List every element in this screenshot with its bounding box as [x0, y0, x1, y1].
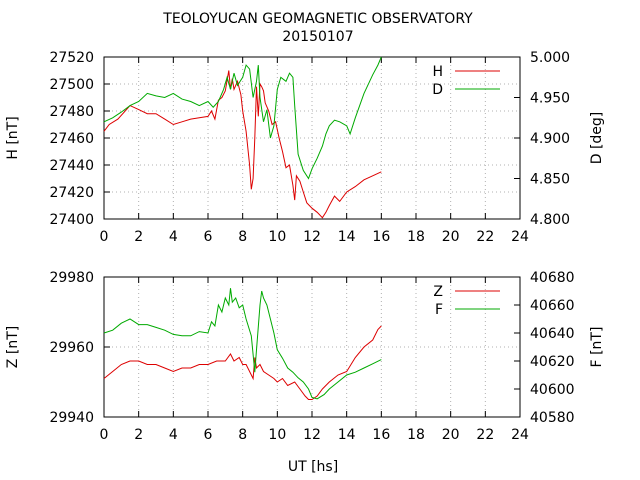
legend-label-z: Z: [433, 284, 443, 300]
y-left-tick-label: 27460: [49, 131, 94, 147]
x-tick-label: 6: [204, 427, 213, 443]
x-tick-label: 14: [338, 229, 356, 245]
x-tick-label: 14: [338, 427, 356, 443]
x-tick-label: 12: [303, 427, 321, 443]
x-tick-label: 20: [442, 427, 460, 443]
x-tick-label: 16: [372, 427, 390, 443]
y-left-tick-label: 27440: [49, 158, 94, 174]
y-right-tick-label: 40640: [530, 326, 575, 342]
legend-label-h: H: [432, 64, 443, 80]
y-right-tick-label: 4.950: [530, 91, 570, 107]
y-right-tick-label: 40580: [530, 410, 575, 426]
y-left-tick-label: 27520: [49, 50, 94, 66]
x-tick-label: 8: [238, 229, 247, 245]
x-tick-label: 24: [511, 427, 529, 443]
x-tick-label: 2: [134, 229, 143, 245]
panel-h-d: 0 2 4 6 8 10 12 14 16 18 20 22 242740027420274402746…: [5, 50, 605, 245]
x-tick-label: 6: [204, 229, 213, 245]
y-left-tick-label: 29940: [49, 410, 94, 426]
series-line-h: [103, 70, 382, 219]
y-right-tick-label: 4.850: [530, 172, 570, 188]
x-tick-label: 4: [169, 229, 178, 245]
y-right-axis-label: D [deg]: [589, 112, 605, 165]
x-tick-label: 0: [100, 427, 109, 443]
y-right-tick-label: 40620: [530, 354, 575, 370]
series-line-f: [103, 288, 382, 400]
chart-title: TEOLOYUCAN GEOMAGNETIC OBSERVATORY: [162, 11, 473, 27]
legend-label-d: D: [432, 82, 443, 98]
x-tick-label: 24: [511, 229, 529, 245]
y-right-tick-label: 5.000: [530, 50, 570, 66]
x-tick-label: 10: [268, 427, 286, 443]
y-left-tick-label: 27500: [49, 77, 94, 93]
x-tick-label: 8: [238, 427, 247, 443]
x-tick-label: 22: [476, 229, 494, 245]
x-tick-label: 22: [476, 427, 494, 443]
series-line-d: [103, 56, 382, 180]
y-right-tick-label: 40680: [530, 270, 575, 286]
y-right-axis-label: F [nT]: [589, 327, 605, 368]
y-left-tick-label: 27480: [49, 104, 94, 120]
y-left-tick-label: 29960: [49, 340, 94, 356]
x-tick-label: 10: [268, 229, 286, 245]
x-tick-label: 0: [100, 229, 109, 245]
panel-z-f: 0 2 4 6 8 10 12 14 16 18 20 22 242994029960299804058…: [5, 270, 605, 443]
x-tick-label: 18: [407, 229, 425, 245]
legend-label-f: F: [435, 302, 443, 318]
x-tick-label: 20: [442, 229, 460, 245]
x-tick-label: 4: [169, 427, 178, 443]
y-left-axis-label: Z [nT]: [5, 326, 21, 368]
y-left-tick-label: 27400: [49, 212, 94, 228]
y-right-tick-label: 4.800: [530, 212, 570, 228]
y-left-axis-label: H [nT]: [5, 116, 21, 159]
y-left-tick-label: 29980: [49, 270, 94, 286]
x-tick-label: 2: [134, 427, 143, 443]
chart-subtitle: 20150107: [282, 29, 353, 45]
x-tick-label: 16: [372, 229, 390, 245]
y-left-tick-label: 27420: [49, 185, 94, 201]
y-right-tick-label: 40600: [530, 382, 575, 398]
x-tick-label: 18: [407, 427, 425, 443]
y-right-tick-label: 40660: [530, 298, 575, 314]
x-tick-label: 12: [303, 229, 321, 245]
x-axis-label: UT [hs]: [288, 459, 338, 475]
y-right-tick-label: 4.900: [530, 131, 570, 147]
